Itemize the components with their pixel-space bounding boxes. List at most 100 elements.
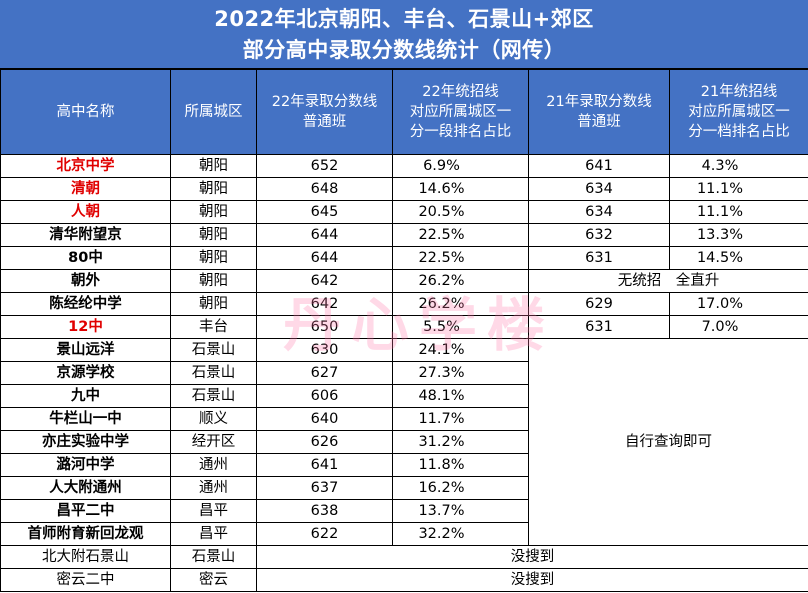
school-name: 首师附育新回龙观: [0, 522, 171, 546]
score-21: 634: [528, 200, 670, 224]
score-22: 638: [256, 499, 393, 523]
rank-22: 32.2%: [392, 522, 529, 546]
rank-21: 13.3%: [669, 223, 808, 247]
note-21: 无统招 全直升: [528, 269, 808, 293]
score-22: 622: [256, 522, 393, 546]
score-22: 642: [256, 292, 393, 316]
table-row: 12中 丰台 650 5.5% 631 7.0%: [0, 315, 808, 339]
table-row: 牛栏山一中 顺义 640 11.7%: [0, 407, 808, 431]
district: 顺义: [170, 407, 257, 431]
district: 朝阳: [170, 269, 257, 293]
header-row: 高中名称 所属城区 22年录取分数线 普通班 22年统招线 对应所属城区一 分一段排名…: [0, 69, 808, 155]
score-22: 648: [256, 177, 393, 201]
district: 朝阳: [170, 200, 257, 224]
rank-22: 5.5%: [392, 315, 529, 339]
score-22: 650: [256, 315, 393, 339]
rank-21: 7.0%: [669, 315, 808, 339]
score-22: 644: [256, 223, 393, 247]
school-name: 人朝: [0, 200, 171, 224]
district: 石景山: [170, 338, 257, 362]
not-found-note: 没搜到: [256, 568, 808, 592]
table-row: 亦庄实验中学 经开区 626 31.2%: [0, 430, 808, 454]
score-21: 629: [528, 292, 670, 316]
score-22: 626: [256, 430, 393, 454]
rank-22: 48.1%: [392, 384, 529, 408]
school-name: 12中: [0, 315, 171, 339]
table-row: 北京中学 朝阳 652 6.9% 641 4.3%: [0, 154, 808, 178]
header-district: 所属城区: [170, 69, 257, 155]
header-score21: 21年录取分数线 普通班: [528, 69, 670, 155]
district: 昌平: [170, 522, 257, 546]
district: 朝阳: [170, 246, 257, 270]
rank-22: 20.5%: [392, 200, 529, 224]
rank-21: 11.1%: [669, 177, 808, 201]
district: 朝阳: [170, 223, 257, 247]
rank-22: 24.1%: [392, 338, 529, 362]
rank-22: 22.5%: [392, 223, 529, 247]
school-name: 密云二中: [0, 568, 171, 592]
header-rank22: 22年统招线 对应所属城区一 分一段排名占比: [392, 69, 529, 155]
self-query-note: 自行查询即可: [528, 338, 808, 546]
school-name: 清华附望京: [0, 223, 171, 247]
table-row: 80中 朝阳 644 22.5% 631 14.5%: [0, 246, 808, 270]
table-row: 清朝 朝阳 648 14.6% 634 11.1%: [0, 177, 808, 201]
school-name: 人大附通州: [0, 476, 171, 500]
school-name: 北大附石景山: [0, 545, 171, 569]
rank-21: 4.3%: [669, 154, 808, 178]
district: 朝阳: [170, 177, 257, 201]
rank-22: 14.6%: [392, 177, 529, 201]
school-name: 80中: [0, 246, 171, 270]
district: 昌平: [170, 499, 257, 523]
school-name: 北京中学: [0, 154, 171, 178]
rank-21: 11.1%: [669, 200, 808, 224]
district: 通州: [170, 453, 257, 477]
rank-22: 6.9%: [392, 154, 529, 178]
district: 石景山: [170, 545, 257, 569]
table-row: 京源学校 石景山 627 27.3%: [0, 361, 808, 385]
school-name: 京源学校: [0, 361, 171, 385]
district: 丰台: [170, 315, 257, 339]
table-row: 人大附通州 通州 637 16.2%: [0, 476, 808, 500]
table-row: 北大附石景山 石景山 没搜到: [0, 545, 808, 569]
rank-21: 17.0%: [669, 292, 808, 316]
district: 朝阳: [170, 292, 257, 316]
table-row: 人朝 朝阳 645 20.5% 634 11.1%: [0, 200, 808, 224]
score-21: 631: [528, 315, 670, 339]
rank-22: 11.7%: [392, 407, 529, 431]
district: 石景山: [170, 361, 257, 385]
district: 经开区: [170, 430, 257, 454]
district: 朝阳: [170, 154, 257, 178]
table-row: 昌平二中 昌平 638 13.7%: [0, 499, 808, 523]
rank-22: 27.3%: [392, 361, 529, 385]
table-row: 九中 石景山 606 48.1%: [0, 384, 808, 408]
rank-22: 26.2%: [392, 292, 529, 316]
school-name: 九中: [0, 384, 171, 408]
score-22: 641: [256, 453, 393, 477]
school-name: 牛栏山一中: [0, 407, 171, 431]
table-row: 首师附育新回龙观 昌平 622 32.2%: [0, 522, 808, 546]
rank-22: 11.8%: [392, 453, 529, 477]
school-name: 景山远洋: [0, 338, 171, 362]
table-row: 潞河中学 通州 641 11.8%: [0, 453, 808, 477]
score-22: 637: [256, 476, 393, 500]
district: 石景山: [170, 384, 257, 408]
header-score22: 22年录取分数线 普通班: [256, 69, 393, 155]
district: 通州: [170, 476, 257, 500]
score-22: 652: [256, 154, 393, 178]
score-table: 高中名称 所属城区 22年录取分数线 普通班 22年统招线 对应所属城区一 分一段排名…: [0, 69, 808, 592]
table-row: 景山远洋 石景山 630 24.1% 自行查询即可: [0, 338, 808, 546]
score-22: 606: [256, 384, 393, 408]
table-row: 清华附望京 朝阳 644 22.5% 632 13.3%: [0, 223, 808, 247]
school-name: 亦庄实验中学: [0, 430, 171, 454]
rank-21: 14.5%: [669, 246, 808, 270]
score-21: 632: [528, 223, 670, 247]
score-22: 644: [256, 246, 393, 270]
table-row: 密云二中 密云 没搜到: [0, 568, 808, 592]
header-school: 高中名称: [0, 69, 171, 155]
rank-22: 26.2%: [392, 269, 529, 293]
rank-22: 13.7%: [392, 499, 529, 523]
header-rank21: 21年统招线 对应所属城区一 分一档排名占比: [669, 69, 808, 155]
rank-22: 16.2%: [392, 476, 529, 500]
school-name: 清朝: [0, 177, 171, 201]
